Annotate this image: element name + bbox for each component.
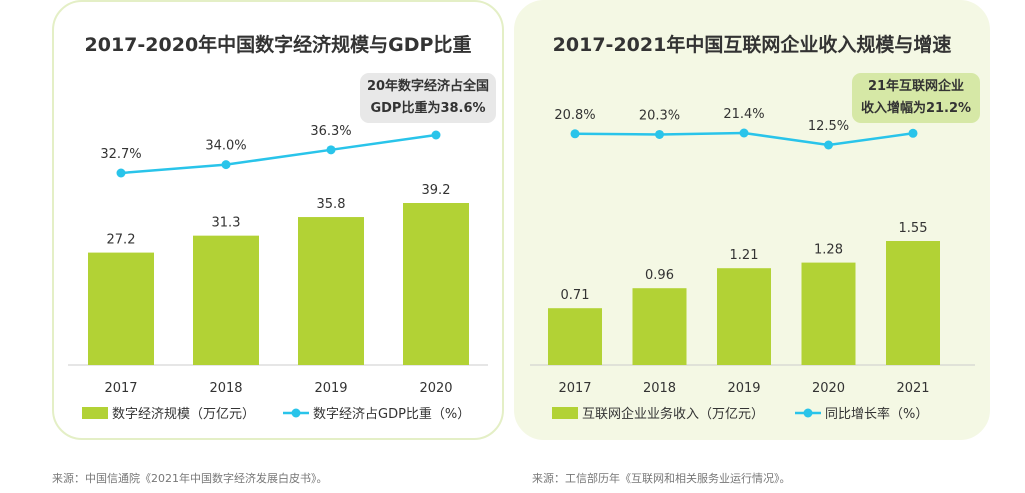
right-bar-2018	[632, 288, 687, 365]
left-legend-line-label: 数字经济占GDP比重（%）	[313, 406, 470, 422]
left-line-point-2017	[116, 168, 126, 178]
right-callout-line-2: 收入增幅为21.2%	[860, 101, 972, 116]
left-line-series	[120, 133, 437, 175]
left-legend-bar-swatch	[82, 407, 108, 419]
right-legend-line-marker	[803, 408, 813, 418]
left-bar-2019	[298, 217, 364, 365]
right-legend-bar-label: 互联网企业业务收入（万亿元）	[582, 406, 764, 422]
right-bar-2019	[717, 268, 771, 365]
left-bar-label-2020: 39.2	[422, 183, 451, 198]
left-bar-label-2018: 31.3	[212, 216, 241, 231]
left-callout-line-2: GDP比重为38.6%	[370, 101, 486, 116]
right-x-tick-2020: 2020	[812, 381, 845, 396]
left-line-label-2019: 36.3%	[310, 124, 351, 139]
left-line-label-2018: 34.0%	[205, 139, 246, 154]
right-bar-2021	[886, 241, 940, 365]
right-line-label-2017: 20.8%	[554, 108, 595, 123]
right-chart-title: 2017-2021年中国互联网企业收入规模与增速	[552, 34, 952, 56]
right-legend-line-label: 同比增长率（%）	[825, 406, 928, 422]
right-callout-line-1: 21年互联网企业	[867, 79, 965, 94]
left-bar-label-2019: 35.8	[317, 197, 346, 212]
right-line-point-2018	[655, 129, 664, 139]
right-x-tick-2017: 2017	[558, 381, 591, 396]
right-bar-2020	[801, 262, 856, 365]
right-x-tick-2019: 2019	[727, 381, 760, 396]
left-callout: 20年数字经济占全国 GDP比重为38.6%	[360, 73, 496, 123]
right-bar-label-2020: 1.28	[814, 243, 843, 258]
right-callout: 21年互联网企业 收入增幅为21.2%	[852, 73, 980, 123]
left-source-note: 来源：中国信通院《2021年中国数字经济发展白皮书》。	[52, 472, 328, 485]
right-bar-label-2021: 1.55	[899, 221, 928, 236]
right-line-label-2020: 12.5%	[808, 119, 849, 134]
left-x-tick-2020: 2020	[419, 381, 452, 396]
right-line-label-2018: 20.3%	[639, 108, 680, 123]
left-x-tick-2017: 2017	[104, 381, 137, 396]
right-line-point-2019	[739, 128, 749, 138]
left-line-point-2019	[326, 145, 336, 155]
left-x-tick-2019: 2019	[314, 381, 347, 396]
right-line-point-2020	[824, 140, 833, 150]
right-bar-label-2018: 0.96	[645, 268, 674, 283]
right-legend-bar-swatch	[552, 407, 578, 419]
left-bar-2020	[403, 203, 469, 365]
left-bar-2018	[193, 235, 259, 365]
left-line-point-2018	[221, 160, 231, 170]
right-line-point-2017	[570, 129, 580, 139]
left-legend-bar-label: 数字经济规模（万亿元）	[112, 407, 255, 422]
left-callout-line-1: 20年数字经济占全国	[366, 79, 490, 94]
left-bar-label-2017: 27.2	[107, 233, 136, 248]
right-bar-label-2017: 0.71	[561, 288, 590, 303]
right-line-label-2019: 21.4%	[723, 107, 764, 122]
right-bar-2017	[548, 308, 602, 365]
right-x-tick-2018: 2018	[643, 381, 676, 396]
left-line-label-2017: 32.7%	[100, 147, 141, 162]
right-x-tick-2021: 2021	[896, 381, 929, 396]
left-x-tick-2018: 2018	[209, 381, 242, 396]
left-bar-2017	[88, 252, 154, 365]
right-source-note: 来源：工信部历年《互联网和相关服务业运行情况》。	[532, 472, 791, 485]
right-line-point-2021	[908, 128, 918, 138]
right-bar-label-2019: 1.21	[730, 248, 759, 263]
left-chart-title: 2017-2020年中国数字经济规模与GDP比重	[84, 34, 472, 56]
left-line-point-2020	[431, 130, 441, 140]
left-legend-line-marker	[291, 408, 301, 418]
